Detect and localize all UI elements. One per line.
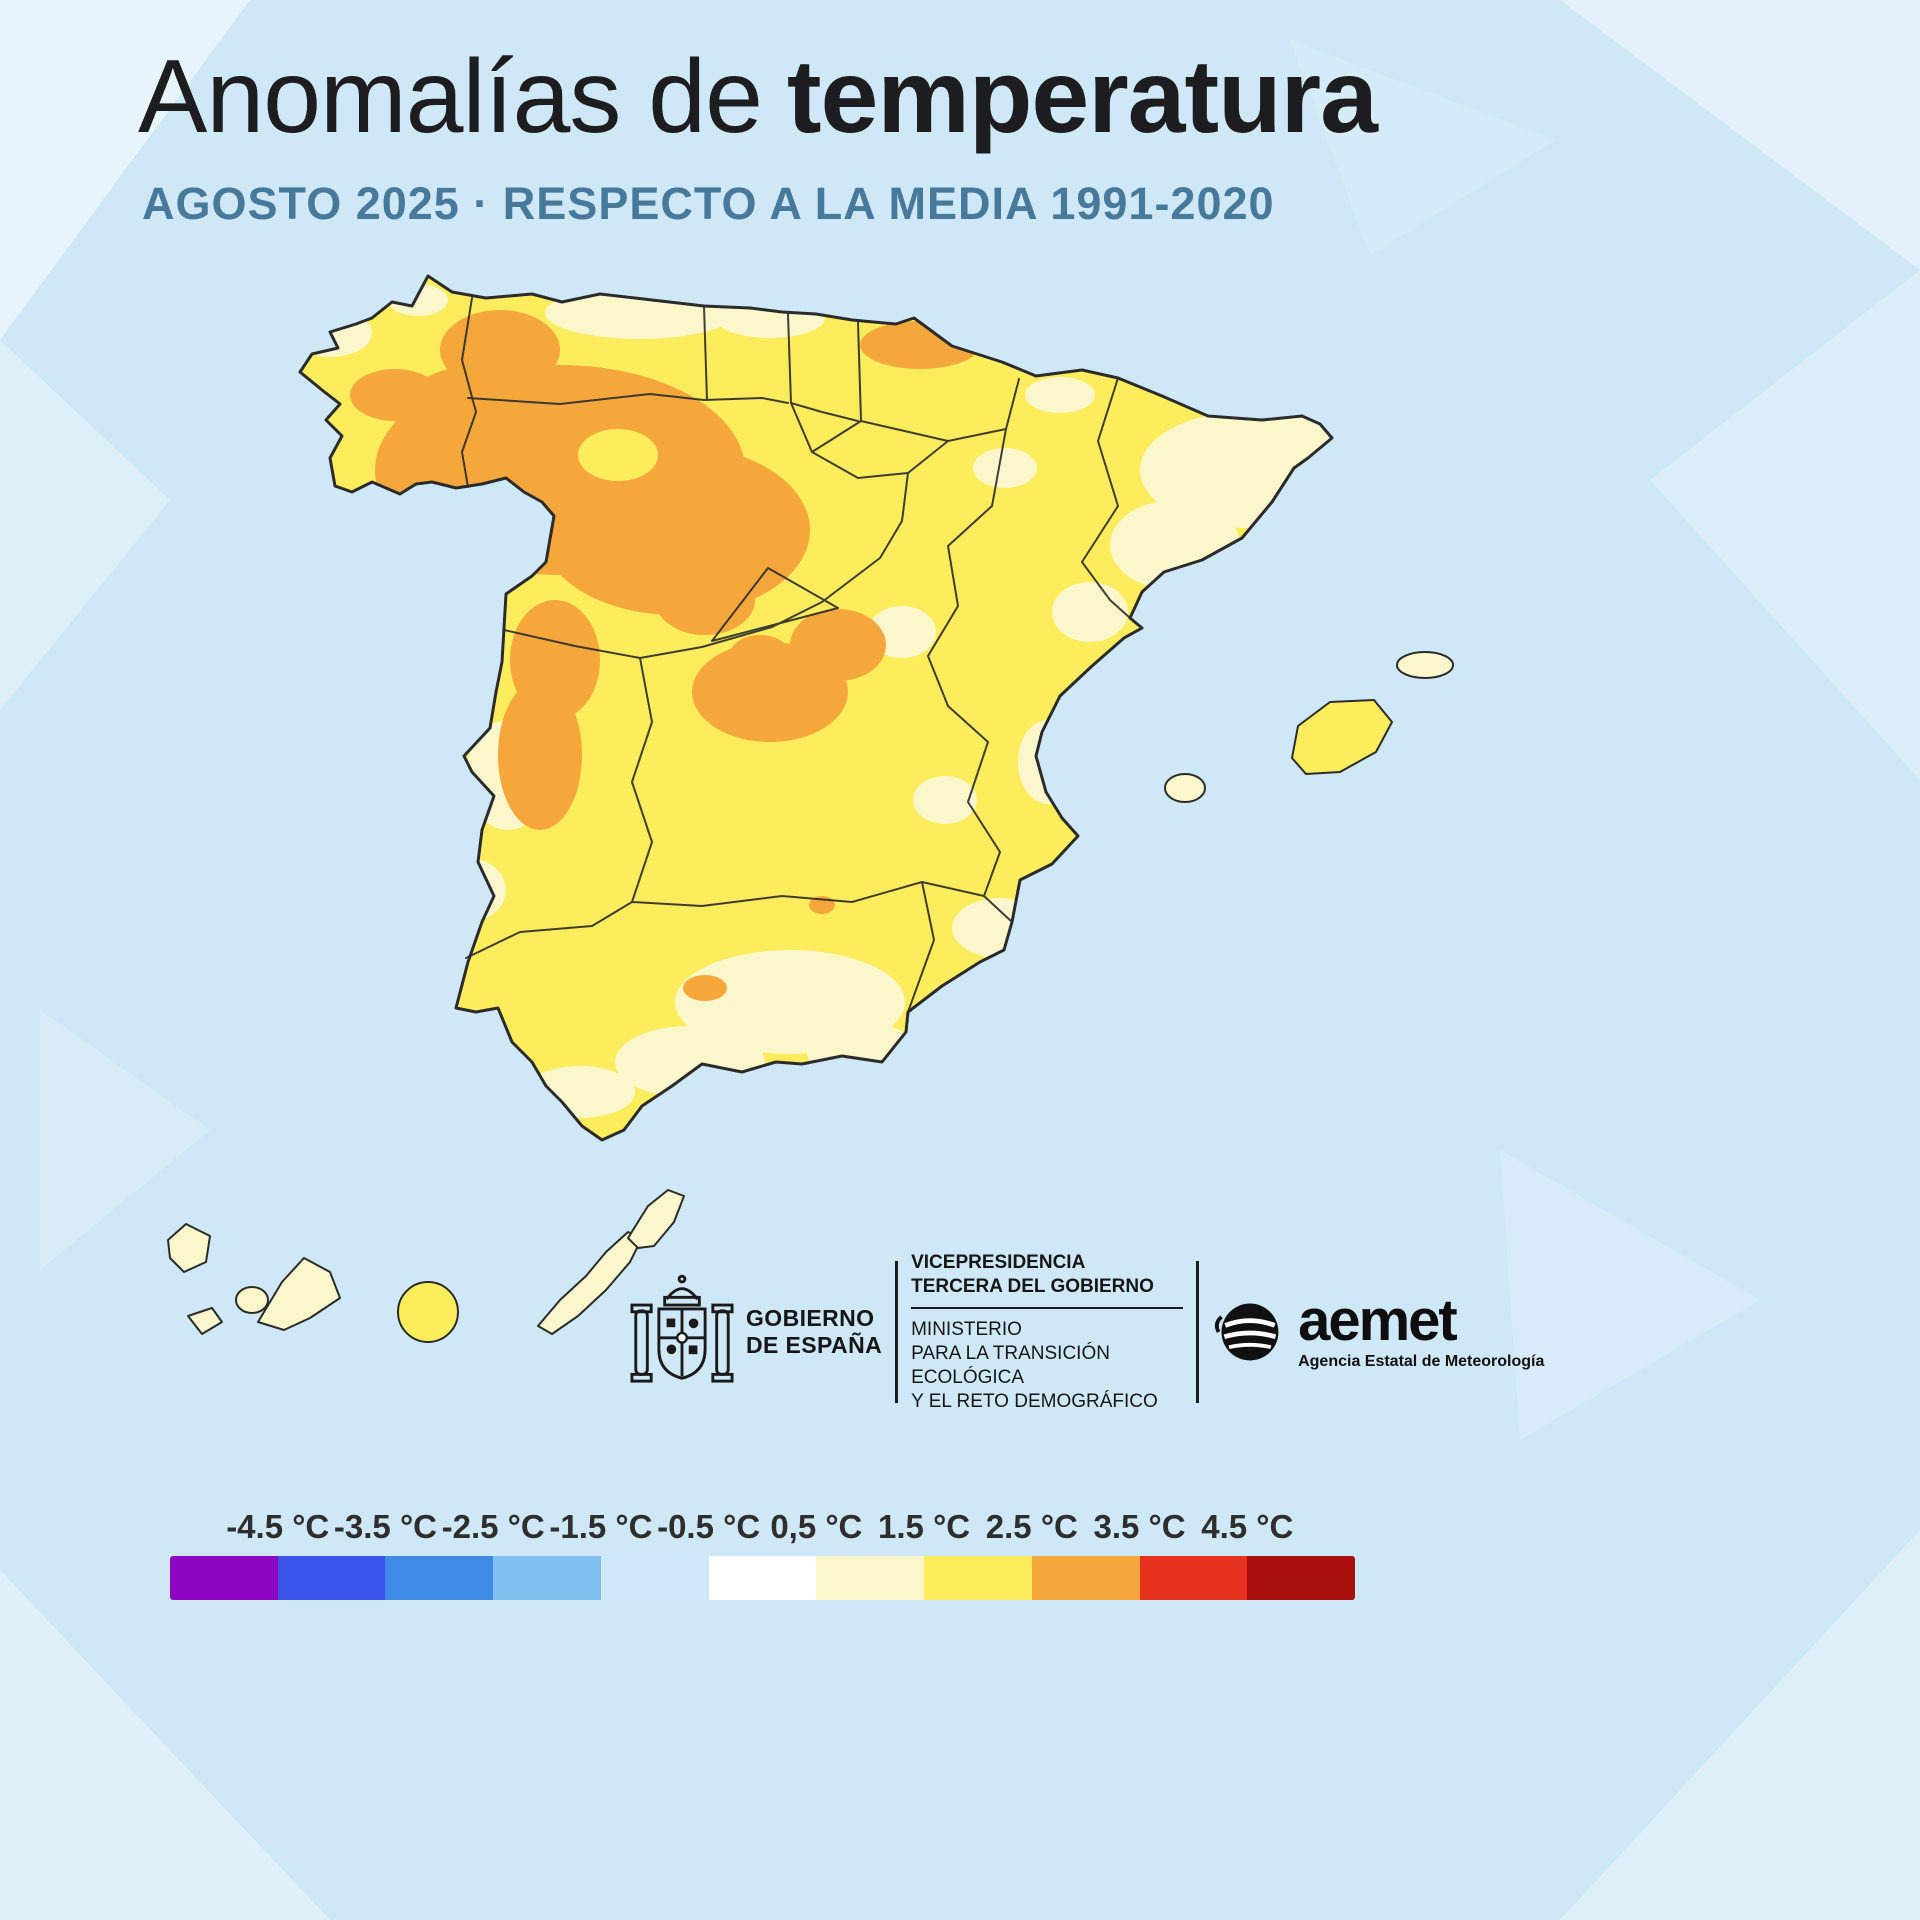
la-gomera-island bbox=[235, 1286, 269, 1314]
legend-color-segment bbox=[816, 1556, 925, 1600]
legend-color-segment bbox=[600, 1556, 709, 1600]
legend-color-segment bbox=[170, 1556, 278, 1600]
ministry-block: VICEPRESIDENCIA TERCERA DEL GOBIERNO MIN… bbox=[911, 1251, 1184, 1414]
title-bold-part: temperatura bbox=[786, 39, 1378, 155]
legend-label: -0.5 °C bbox=[657, 1508, 761, 1545]
gobierno-text: GOBIERNO DE ESPAÑA bbox=[746, 1305, 882, 1359]
title-light-part: Anomalías de bbox=[138, 39, 763, 155]
gran-canaria-island bbox=[397, 1281, 459, 1343]
legend-color-segment bbox=[385, 1556, 494, 1600]
balearic-islands bbox=[1164, 651, 1454, 803]
legend-color-segment bbox=[708, 1556, 817, 1600]
ministerio-line3: Y EL RETO DEMOGRÁFICO bbox=[911, 1390, 1158, 1412]
region-borders bbox=[461, 297, 1131, 1013]
footer-divider-1 bbox=[895, 1261, 899, 1403]
canary-islands bbox=[167, 1189, 685, 1343]
aemet-wordmark: aemet bbox=[1298, 1288, 1458, 1354]
el-hierro-island bbox=[187, 1307, 223, 1335]
legend-color-segment bbox=[1031, 1556, 1140, 1600]
legend-label: -4.5 °C bbox=[226, 1508, 330, 1545]
gobierno-line2: DE ESPAÑA bbox=[746, 1332, 883, 1358]
legend-label: 2.5 °C bbox=[985, 1508, 1078, 1545]
aemet-logo-icon bbox=[1215, 1303, 1279, 1361]
mallorca-island bbox=[1291, 699, 1393, 775]
legend-label: 4.5 °C bbox=[1201, 1508, 1294, 1545]
gobierno-line1: GOBIERNO bbox=[746, 1304, 875, 1331]
tenerife-island bbox=[257, 1257, 341, 1331]
aemet-tagline: Agencia Estatal de Meteorología bbox=[1298, 1352, 1545, 1370]
legend-label: 0,5 °C bbox=[770, 1508, 863, 1545]
la-palma-island bbox=[167, 1223, 211, 1273]
footer-logos: GOBIERNO DE ESPAÑA VICEPRESIDENCIA TERCE… bbox=[630, 1252, 1544, 1412]
lanzarote-island bbox=[627, 1189, 685, 1249]
legend-label: 3.5 °C bbox=[1093, 1508, 1186, 1545]
legend-label: -3.5 °C bbox=[333, 1508, 437, 1545]
legend-color-segment bbox=[493, 1556, 601, 1600]
legend-label: -2.5 °C bbox=[441, 1508, 545, 1545]
legend-labels: -4.5 °C -3.5 °C -2.5 °C -1.5 °C -0.5 °C 0,5 °… bbox=[170, 1508, 1355, 1548]
page-title: Anomalías de temperatura bbox=[138, 38, 1378, 157]
anomaly-orange-patches bbox=[350, 310, 980, 1001]
legend-color-segment bbox=[277, 1556, 386, 1600]
ministerio-line1: MINISTERIO bbox=[911, 1319, 1022, 1341]
spain-coat-of-arms-icon bbox=[630, 1274, 734, 1383]
aemet-block: aemet Agencia Estatal de Meteorología bbox=[1212, 1288, 1545, 1370]
legend-color-segment bbox=[1247, 1556, 1355, 1600]
menorca-island bbox=[1396, 651, 1454, 679]
footer-divider-2 bbox=[1196, 1261, 1200, 1403]
spain-map bbox=[298, 274, 1334, 1142]
anomaly-yellow-gap bbox=[578, 429, 658, 481]
legend-color-segment bbox=[1139, 1556, 1248, 1600]
vicepresidencia-line1: VICEPRESIDENCIA bbox=[911, 1251, 1086, 1273]
fuerteventura-island bbox=[537, 1231, 643, 1335]
gobierno-block: GOBIERNO DE ESPAÑA bbox=[630, 1270, 882, 1394]
aemet-texts: aemet Agencia Estatal de Meteorología bbox=[1298, 1288, 1545, 1370]
legend-label: 1.5 °C bbox=[878, 1508, 971, 1545]
ministry-rule bbox=[911, 1307, 1184, 1310]
subtitle: AGOSTO 2025 · RESPECTO A LA MEDIA 1991-2… bbox=[142, 178, 1275, 229]
legend-color-bar bbox=[170, 1556, 1355, 1600]
legend-color-segment bbox=[924, 1556, 1032, 1600]
ibiza-island bbox=[1164, 773, 1206, 803]
ministerio-line2: PARA LA TRANSICIÓN ECOLÓGICA bbox=[911, 1343, 1110, 1388]
vicepresidencia-line2: TERCERA DEL GOBIERNO bbox=[911, 1275, 1154, 1297]
spain-coastline bbox=[298, 274, 1334, 1142]
legend-label: -1.5 °C bbox=[549, 1508, 653, 1545]
